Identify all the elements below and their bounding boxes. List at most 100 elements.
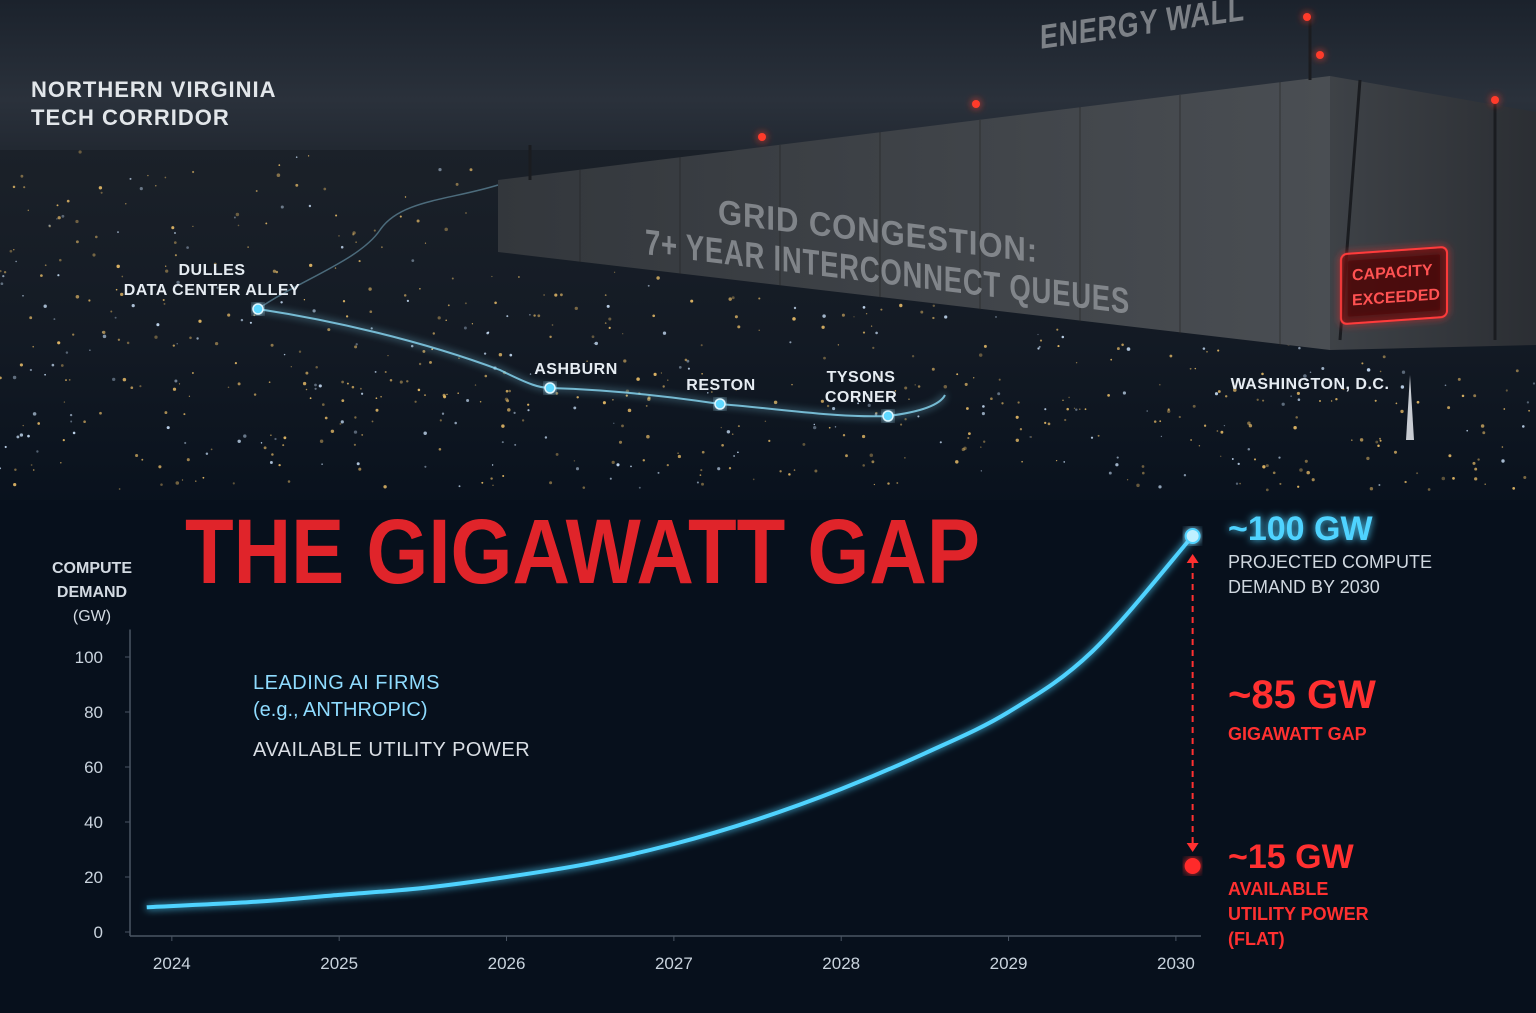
city-light bbox=[832, 407, 836, 411]
city-light bbox=[1523, 475, 1527, 480]
city-light bbox=[699, 474, 702, 476]
y-axis-label: DEMAND bbox=[57, 584, 127, 601]
city-light bbox=[474, 384, 477, 386]
city-light bbox=[178, 383, 181, 385]
city-light bbox=[83, 420, 86, 424]
city-light bbox=[1248, 423, 1253, 428]
city-light bbox=[345, 315, 349, 318]
city-light bbox=[1482, 431, 1486, 435]
city-light bbox=[56, 204, 59, 207]
city-light bbox=[1382, 355, 1386, 359]
city-light bbox=[88, 299, 91, 302]
city-light bbox=[406, 299, 410, 303]
city-light bbox=[341, 399, 345, 403]
city-light bbox=[573, 460, 576, 462]
city-light bbox=[40, 274, 43, 277]
city-light bbox=[1136, 483, 1140, 488]
city-light bbox=[237, 439, 241, 444]
city-light bbox=[48, 224, 51, 227]
city-light bbox=[1057, 345, 1060, 348]
city-light bbox=[498, 352, 503, 357]
monument bbox=[1406, 375, 1414, 440]
city-light bbox=[1126, 347, 1131, 351]
city-light bbox=[1522, 425, 1525, 428]
city-light bbox=[1198, 445, 1201, 447]
city-light bbox=[280, 301, 283, 304]
city-light bbox=[455, 182, 459, 186]
city-light bbox=[1484, 483, 1486, 486]
city-light bbox=[731, 433, 734, 436]
city-light bbox=[2, 274, 5, 278]
city-light bbox=[828, 426, 831, 429]
city-light bbox=[963, 446, 967, 451]
city-light bbox=[1474, 467, 1478, 471]
city-light bbox=[611, 460, 615, 465]
annotation-text: (FLAT) bbox=[1228, 929, 1285, 949]
city-light bbox=[416, 219, 420, 223]
city-light bbox=[1404, 480, 1407, 484]
city-light bbox=[163, 302, 166, 305]
city-light bbox=[361, 433, 364, 436]
city-light bbox=[813, 425, 817, 430]
chart-title: THE GIGAWATT GAP bbox=[185, 501, 980, 603]
city-light bbox=[978, 353, 983, 357]
city-light bbox=[1044, 421, 1047, 425]
city-light bbox=[370, 327, 373, 330]
city-light bbox=[232, 482, 235, 485]
place-label: RESTON bbox=[686, 377, 755, 394]
city-light bbox=[92, 253, 96, 257]
city-light bbox=[1015, 438, 1019, 442]
city-light bbox=[904, 457, 906, 459]
city-light bbox=[1477, 458, 1480, 461]
city-light bbox=[549, 335, 552, 339]
city-light bbox=[896, 482, 899, 484]
city-light bbox=[30, 464, 33, 466]
city-light bbox=[1395, 402, 1398, 405]
city-light bbox=[506, 315, 509, 318]
city-light bbox=[574, 306, 578, 311]
city-light bbox=[305, 371, 309, 375]
city-light bbox=[188, 395, 191, 397]
city-light bbox=[1110, 358, 1113, 361]
city-light bbox=[1202, 347, 1206, 350]
city-light bbox=[243, 434, 247, 438]
city-light bbox=[1108, 471, 1112, 475]
city-light bbox=[731, 296, 735, 300]
city-light bbox=[195, 480, 197, 482]
city-light bbox=[16, 435, 20, 439]
city-light bbox=[419, 287, 421, 290]
city-light bbox=[375, 408, 379, 412]
city-light bbox=[75, 240, 79, 244]
city-light bbox=[549, 481, 553, 485]
legend-label: AVAILABLE UTILITY POWER bbox=[253, 739, 530, 761]
city-light bbox=[70, 420, 73, 423]
annotation-text: UTILITY POWER bbox=[1228, 904, 1369, 924]
city-light bbox=[471, 323, 474, 325]
city-light bbox=[758, 329, 760, 331]
city-light bbox=[1214, 392, 1219, 396]
city-light bbox=[1233, 385, 1236, 389]
city-light bbox=[1526, 401, 1530, 404]
place-label: DATA CENTER ALLEY bbox=[124, 282, 301, 299]
city-light bbox=[354, 416, 357, 419]
city-light bbox=[630, 465, 632, 468]
city-light bbox=[501, 441, 504, 444]
city-light bbox=[1452, 477, 1455, 480]
city-light bbox=[502, 474, 505, 478]
city-light bbox=[1304, 459, 1308, 463]
y-tick-label: 100 bbox=[75, 648, 103, 667]
city-light bbox=[75, 219, 79, 224]
x-tick-label: 2030 bbox=[1157, 954, 1195, 973]
y-tick-label: 0 bbox=[94, 923, 103, 942]
city-light bbox=[355, 241, 357, 243]
city-light bbox=[360, 392, 364, 395]
city-light bbox=[275, 270, 279, 274]
city-light bbox=[647, 397, 651, 402]
city-light bbox=[387, 354, 389, 357]
city-light bbox=[479, 400, 482, 403]
city-light bbox=[314, 383, 317, 387]
city-light bbox=[458, 485, 461, 488]
city-light bbox=[186, 458, 190, 462]
city-light bbox=[253, 393, 257, 396]
city-light bbox=[737, 325, 741, 329]
